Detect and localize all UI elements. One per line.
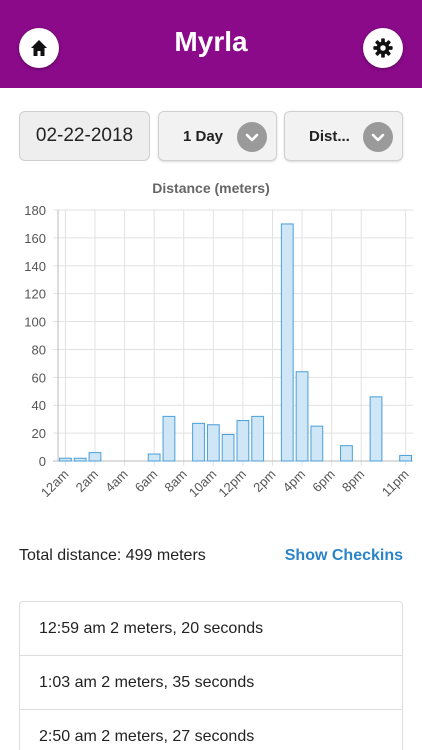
- x-tick-label: 8pm: [339, 467, 367, 495]
- filter-controls: 02-22-2018 1 Day Dist...: [19, 111, 403, 161]
- metric-select[interactable]: Dist...: [284, 111, 403, 161]
- metric-select-label: Dist...: [309, 128, 350, 145]
- settings-button[interactable]: [363, 28, 403, 68]
- list-item[interactable]: 1:03 am 2 meters, 35 seconds: [20, 656, 402, 710]
- chart-bar: [88, 452, 102, 462]
- x-tick-label: 6pm: [309, 467, 337, 495]
- home-button[interactable]: [19, 28, 59, 68]
- chart-bar: [236, 420, 250, 462]
- chart-bar: [310, 425, 324, 462]
- y-tick-label: 140: [24, 259, 46, 274]
- app-title: Myrla: [174, 26, 248, 57]
- list-item[interactable]: 12:59 am 2 meters, 20 seconds: [20, 602, 402, 656]
- chevron-down-icon: [237, 122, 267, 152]
- chart-bar: [221, 434, 235, 462]
- list-item[interactable]: 2:50 am 2 meters, 27 seconds: [20, 710, 402, 750]
- y-tick-label: 100: [24, 315, 46, 330]
- app-header: Myrla: [0, 0, 422, 88]
- y-tick-label: 60: [32, 370, 46, 385]
- y-tick-label: 180: [24, 203, 46, 218]
- chevron-down-icon: [363, 122, 393, 152]
- chart-bar: [147, 453, 161, 462]
- x-tick-label: 6am: [132, 467, 160, 495]
- chart-bar: [399, 454, 413, 462]
- chart-bar: [280, 223, 294, 462]
- total-distance: Total distance: 499 meters: [19, 547, 206, 564]
- distance-chart: 0 20 40 60 80 100 120 140 160 180 12am 2am 4am 6am 8am…: [24, 203, 413, 501]
- y-tick-label: 80: [32, 342, 46, 357]
- chart-bar: [340, 445, 353, 462]
- checkins-list: 12:59 am 2 meters, 20 seconds 1:03 am 2 …: [19, 601, 403, 750]
- gear-icon: [373, 38, 393, 58]
- x-tick-label: 8am: [161, 467, 189, 495]
- range-select-label: 1 Day: [183, 128, 224, 145]
- range-select[interactable]: 1 Day: [158, 111, 277, 161]
- chart-bar: [192, 422, 205, 462]
- y-tick-label: 0: [39, 454, 46, 469]
- x-tick-label: 11pm: [379, 467, 412, 500]
- chart-bar: [295, 371, 309, 462]
- date-input[interactable]: 02-22-2018: [19, 111, 150, 161]
- show-checkins-link[interactable]: Show Checkins: [284, 547, 403, 564]
- home-icon: [31, 40, 47, 56]
- chart-bar: [251, 415, 265, 462]
- x-tick-label: 2am: [73, 467, 101, 495]
- chart-bar: [73, 457, 87, 462]
- y-tick-label: 40: [32, 398, 46, 413]
- y-tick-label: 120: [24, 287, 46, 302]
- chart-title: Distance (meters): [152, 180, 270, 196]
- x-tick-label: 12am: [38, 467, 72, 501]
- y-tick-label: 20: [32, 426, 46, 441]
- chart-bar: [206, 424, 220, 462]
- x-tick-label: 4pm: [280, 467, 308, 495]
- x-tick-label: 10am: [186, 467, 220, 501]
- x-tick-label: 2pm: [250, 467, 278, 495]
- x-tick-label: 12pm: [215, 467, 249, 501]
- y-tick-label: 160: [24, 231, 46, 246]
- chart-bar: [162, 415, 176, 462]
- x-tick-label: 4am: [102, 467, 130, 495]
- chart-bar: [369, 396, 383, 462]
- chart-bar: [59, 457, 72, 462]
